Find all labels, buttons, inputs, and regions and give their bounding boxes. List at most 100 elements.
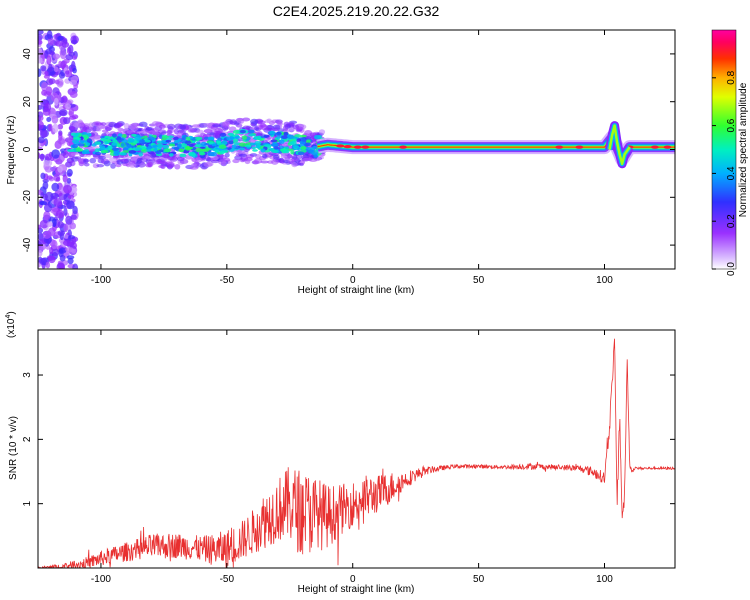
spectrogram-noise-blob [62, 174, 68, 183]
spectrogram-core-blob [114, 150, 120, 156]
spectrogram-halo-blob [92, 163, 100, 169]
spectrogram-noise-blob [44, 102, 52, 112]
spectrogram-noise-blob [61, 95, 68, 103]
spectrogram-halo-blob [291, 162, 298, 168]
spectrogram-halo-blob [277, 122, 283, 126]
colorbar: 0.0 0.2 0.4 0.6 0.8 Normalized spectral ampl… [711, 29, 749, 276]
snr-x-tick-label: 0 [350, 574, 356, 585]
spectrogram-core-blob [173, 146, 180, 151]
spectrogram-halo-blob [179, 124, 187, 130]
spectrogram-noise-blob [66, 255, 75, 260]
spectrogram-noise-blob [52, 123, 59, 133]
spectrogram-core-blob [249, 142, 255, 146]
spectrogram-noise-blob [72, 205, 78, 215]
spectrogram-noise-blob [71, 248, 77, 254]
spectrogram-core-blob [155, 150, 162, 155]
spectrogram-hotspot [399, 145, 408, 149]
spectrogram-core-blob [238, 142, 247, 147]
spectrogram-noise-blob [51, 149, 61, 159]
colorbar-tick-label: 0.4 [726, 166, 737, 180]
spectrogram-core-blob [299, 134, 307, 138]
spectrogram-core-blob [301, 137, 306, 142]
spectrogram-halo-blob [260, 160, 269, 164]
spectrogram-noise-blob [51, 218, 57, 228]
spectrogram-core-blob [260, 148, 266, 153]
spectrogram-core-blob [111, 142, 117, 146]
spectrogram-noise-blob [46, 117, 52, 122]
spectrogram-noise-blob [40, 172, 46, 180]
spectrogram-hotspot [575, 145, 584, 149]
spectrogram-core-blob [299, 141, 306, 145]
spectrogram-noise-blob [57, 230, 66, 236]
spectrogram-halo-blob [298, 162, 304, 167]
spectrogram-core-blob [214, 149, 220, 153]
spectrogram-noise-blob [66, 177, 72, 184]
spectrogram-halo-blob [89, 157, 97, 164]
spectrogram-halo-blob [145, 127, 153, 131]
spectrogram-core-blob [263, 134, 270, 138]
spectrogram-noise-blob [65, 53, 74, 61]
snr-y-label: SNR (10 * v/v) [8, 416, 19, 480]
spectrogram-core-blob [111, 147, 120, 151]
spectrogram-noise-blob [67, 194, 75, 199]
spectrogram-noise-blob [57, 123, 64, 130]
spectrogram-halo-blob [166, 130, 173, 134]
spectrogram-core-blob [207, 136, 215, 141]
spectrogram-core-blob [101, 150, 109, 154]
spectrogram-core-blob [204, 136, 209, 140]
spectrogram-core-blob [81, 134, 89, 138]
spectrogram-hotspot [555, 145, 564, 149]
spectrogram-core-blob [74, 136, 80, 140]
spectrogram-noise-blob [53, 66, 59, 73]
spectrogram-noise-blob [38, 249, 43, 257]
spectrogram-halo-blob [73, 122, 82, 128]
spectrogram-core-blob [313, 154, 318, 159]
spectrogram-core-blob [306, 139, 311, 144]
spectrogram-noise-blob [63, 223, 69, 233]
spectrogram-halo-blob [161, 161, 168, 166]
spectrogram-x-tick-label: 50 [473, 275, 485, 286]
spectrogram-spike [608, 124, 631, 166]
snr-y-tick-label: 1 [22, 500, 33, 506]
spectrogram-core-blob [161, 135, 169, 139]
snr-multiplier-base: (x10 [6, 318, 17, 338]
spectrogram-noise-blob [67, 257, 74, 265]
spectrogram-core-blob [289, 140, 297, 146]
spectrogram-core-blob [169, 153, 174, 157]
spectrogram-noise-blob [65, 70, 70, 75]
spectrogram-core-blob [251, 146, 256, 150]
spectrogram-core-blob [195, 147, 203, 153]
spectrogram-noise-blob [66, 172, 72, 177]
spectrogram-halo-blob [108, 157, 117, 164]
spectrogram-core-blob [276, 132, 282, 136]
spectrogram-core-blob [294, 134, 301, 138]
spectrogram-halo-blob [105, 153, 112, 159]
spectrogram-noise-blob [62, 239, 72, 246]
spectrogram-noise-blob [65, 215, 73, 225]
spectrogram-halo-blob [308, 158, 318, 163]
spectrogram-core-blob [167, 135, 174, 139]
spectrogram-core-blob [173, 136, 179, 141]
spectrogram-core-blob [168, 143, 176, 147]
spectrogram-core-blob [216, 140, 222, 144]
spectrogram-noise-blob [46, 30, 53, 40]
colorbar-tick-label: 0.6 [726, 118, 737, 132]
snr-y-tick-label: 3 [22, 372, 33, 378]
spectrogram-noise-blob [66, 200, 75, 210]
spectrogram-noise-blob [62, 151, 69, 159]
spectrogram-core-blob [292, 144, 300, 149]
spectrogram-halo-blob [151, 121, 161, 127]
spectrogram-halo-blob [318, 129, 326, 135]
spectrogram-noise-blob [48, 255, 56, 264]
spectrogram-core-blob [228, 140, 234, 145]
spectrogram-core-blob [194, 144, 200, 148]
spectrogram-halo-blob [103, 160, 111, 167]
spectrogram-noise-blob [42, 178, 49, 183]
spectrogram-core-blob [310, 149, 315, 153]
spectrogram-halo-blob [289, 122, 295, 126]
spectrogram-core-blob [269, 130, 276, 135]
spectrogram-core-blob [86, 138, 93, 143]
spectrogram-core-blob [313, 134, 321, 140]
spectrogram-noise-blob [51, 115, 59, 124]
spectrogram-noise-blob [53, 97, 59, 106]
